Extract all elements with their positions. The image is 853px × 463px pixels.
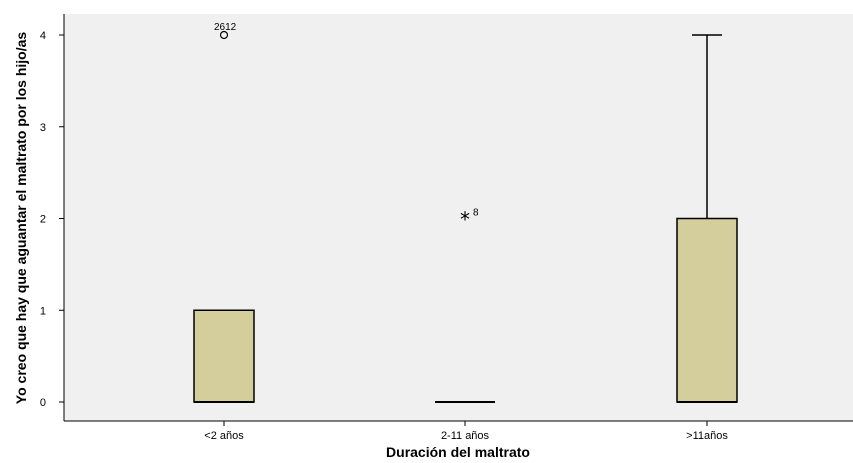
x-tick-label: >11años — [686, 430, 728, 442]
outlier-label: 2612 — [214, 22, 237, 33]
outlier-circle — [219, 30, 229, 40]
box — [676, 217, 738, 403]
x-tick-label: 2-11 años — [441, 430, 490, 442]
y-tick-label: 1 — [40, 305, 46, 317]
y-tick-label: 2 — [40, 214, 46, 226]
outlier-star: * — [460, 208, 470, 232]
y-axis-ticks: 0 1 2 3 4 — [40, 30, 64, 409]
box-plot-group: 2612 — [193, 22, 255, 403]
x-axis-ticks: <2 años 2-11 años >11años — [204, 421, 728, 442]
box-plot-group: * 8 — [435, 208, 495, 403]
x-axis-title: Duración del maltrato — [386, 444, 530, 460]
outlier-label: 8 — [473, 208, 479, 219]
y-tick-label: 3 — [40, 122, 46, 134]
box — [193, 309, 255, 403]
y-tick-label: 0 — [40, 397, 46, 409]
x-tick-label: <2 años — [204, 430, 244, 442]
y-tick-label: 4 — [40, 30, 46, 42]
y-axis-title: Yo creo que hay que aguantar el maltrato… — [13, 32, 29, 405]
box-plot-group — [676, 34, 738, 403]
boxes: 2612 * 8 — [193, 22, 738, 403]
